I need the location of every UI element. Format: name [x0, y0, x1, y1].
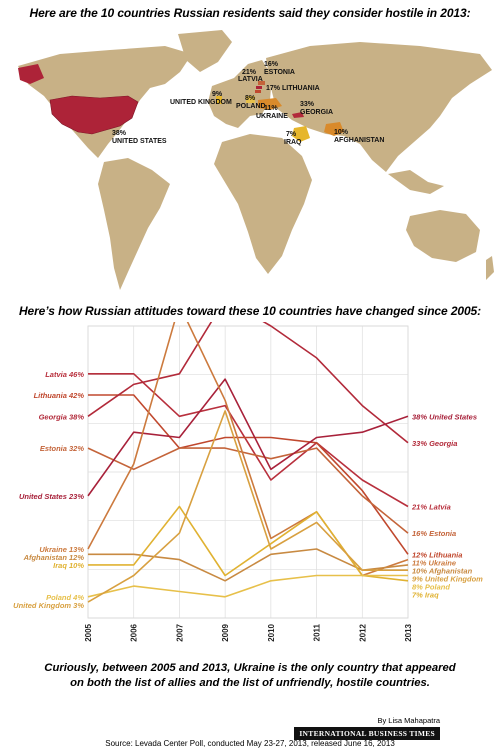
map-label-us-pct: 38%	[112, 130, 127, 137]
map-label-georgia-name: GEORGIA	[300, 109, 333, 116]
end-label: 33% Georgia	[412, 439, 457, 448]
map-label-lithuania-name: LITHUANIA	[282, 85, 320, 92]
start-label: United Kingdom 3%	[13, 601, 84, 610]
end-label: 12% Lithuania	[412, 550, 462, 559]
series-line-poland	[87, 574, 408, 598]
map-label-uk-pct: 9%	[212, 91, 223, 98]
map-label-poland-name: POLAND	[236, 103, 266, 110]
end-label: 7% Iraq	[412, 590, 439, 599]
start-label: Georgia 38%	[39, 412, 85, 421]
map-label-iraq-name: IRAQ	[284, 139, 302, 146]
end-label: 38% United States	[412, 412, 477, 421]
map-label-poland-pct: 8%	[245, 95, 256, 102]
united-states-shape	[49, 95, 139, 135]
x-tick-label: 2006	[130, 623, 139, 641]
start-label: Latvia 46%	[45, 370, 84, 379]
chart-title: Here’s how Russian attitudes toward thes…	[18, 304, 482, 318]
start-label: Lithuania 42%	[34, 391, 85, 400]
end-label: 8% Poland	[412, 582, 450, 591]
start-label: Poland 4%	[46, 593, 84, 602]
map-label-latvia-pct: 21%	[242, 69, 257, 76]
end-label: 16% Estonia	[412, 529, 456, 538]
series-line-estonia	[87, 447, 409, 534]
map-label-georgia-pct: 33%	[300, 101, 315, 108]
world-map: 38% UNITED STATES 9% UNITED KINGDOM 21% …	[0, 24, 500, 300]
greenland-landmass	[178, 30, 232, 72]
chart-lines	[87, 298, 409, 603]
europe-landmass	[208, 60, 272, 128]
end-label: 9% United Kingdom	[412, 574, 483, 583]
x-axis-ticks: 2005 2006 2007 2009 2010 2011 2012 2013	[84, 623, 413, 641]
start-label: United States 23%	[19, 492, 84, 501]
map-label-ukraine-name: UKRAINE	[256, 113, 288, 120]
line-chart: Latvia 46% Lithuania 42% Georgia 38% Estoni…	[0, 298, 500, 642]
author-credit: By Lisa Mahapatra	[377, 716, 440, 725]
x-tick-label: 2012	[358, 623, 367, 641]
start-label: Afghanistan 12%	[23, 553, 85, 562]
map-label-latvia-name: LATVIA	[238, 76, 263, 83]
caption: Curiously, between 2005 and 2013, Ukrain…	[44, 662, 456, 689]
georgia-shape	[292, 112, 304, 118]
end-label: 10% Afghanistan	[412, 566, 473, 575]
series-line-united-kingdom	[87, 410, 408, 603]
series-line-iraq	[88, 505, 409, 582]
latvia-shape	[256, 86, 262, 89]
map-title: Here are the 10 countries Russian reside…	[29, 6, 471, 20]
lithuania-shape	[255, 90, 261, 93]
afghanistan-shape	[324, 122, 344, 136]
end-label: 11% Ukraine	[412, 558, 456, 567]
map-label-estonia-pct: 16%	[264, 61, 279, 68]
estonia-shape	[258, 81, 265, 85]
x-tick-label: 2007	[175, 623, 184, 641]
ukraine-shape	[258, 98, 282, 110]
map-label-uk-name: UNITED KINGDOM	[170, 99, 232, 106]
series-line-united-states	[87, 378, 409, 497]
map-label-lithuania-pct: 17%	[266, 85, 281, 92]
chart-grid	[87, 325, 409, 619]
end-label: 21% Latvia	[411, 503, 451, 512]
series-line-latvia	[88, 372, 409, 508]
x-tick-label: 2009	[221, 623, 230, 641]
uk-shape	[216, 96, 222, 104]
alaska-shape	[18, 64, 44, 84]
start-label: Estonia 32%	[40, 444, 85, 453]
asia-landmass	[266, 42, 492, 172]
chart-labels: Latvia 46% Lithuania 42% Georgia 38% Estoni…	[13, 370, 483, 610]
series-line-ukraine	[87, 303, 409, 577]
poland-shape	[246, 96, 255, 103]
iraq-shape	[292, 126, 310, 142]
x-tick-label: 2013	[404, 623, 413, 641]
map-label-iraq-pct: 7%	[286, 131, 297, 138]
publisher-logo: INTERNATIONAL BUSINESS TIMES	[294, 727, 440, 740]
series-line-lithuania	[88, 394, 409, 555]
new-zealand-landmass	[486, 256, 494, 280]
map-label-afghanistan-pct: 10%	[334, 129, 349, 136]
map-label-estonia-name: ESTONIA	[264, 69, 295, 76]
source-note: Source: Levada Center Poll, conducted Ma…	[105, 739, 395, 748]
start-label: Iraq 10%	[53, 561, 84, 570]
south-america-landmass	[98, 158, 170, 290]
x-tick-label: 2005	[84, 623, 93, 641]
africa-landmass	[214, 134, 312, 274]
x-tick-label: 2011	[313, 623, 322, 641]
map-label-us-name: UNITED STATES	[112, 138, 167, 145]
map-label-afghanistan-name: AFGHANISTAN	[334, 137, 384, 144]
australia-landmass	[406, 210, 480, 262]
x-tick-label: 2010	[267, 623, 276, 641]
start-label: Ukraine 13%	[39, 545, 84, 554]
map-label-ukraine-pct: 11%	[264, 105, 278, 112]
southeast-asia-landmass	[388, 170, 444, 194]
